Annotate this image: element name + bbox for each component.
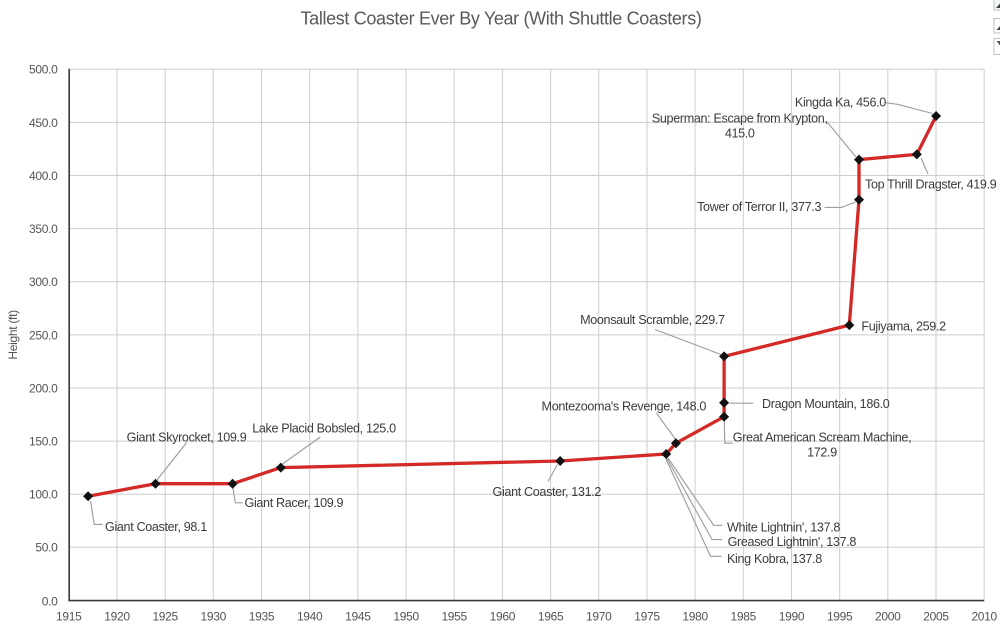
svg-text:1960: 1960	[490, 610, 516, 624]
svg-text:Giant Coaster, 98.1: Giant Coaster, 98.1	[105, 520, 207, 534]
svg-text:200.0: 200.0	[29, 381, 58, 395]
svg-text:1955: 1955	[441, 610, 467, 624]
svg-text:Lake Placid Bobsled, 125.0: Lake Placid Bobsled, 125.0	[252, 421, 396, 435]
svg-text:2000: 2000	[875, 610, 901, 624]
svg-text:415.0: 415.0	[725, 127, 755, 141]
svg-text:1975: 1975	[634, 610, 660, 624]
svg-text:1980: 1980	[682, 610, 708, 624]
svg-text:450.0: 450.0	[29, 116, 58, 130]
svg-text:Montezooma's Revenge, 148.0: Montezooma's Revenge, 148.0	[542, 399, 707, 413]
svg-text:White Lightnin', 137.8: White Lightnin', 137.8	[727, 520, 840, 534]
svg-text:1990: 1990	[779, 610, 805, 624]
svg-text:50.0: 50.0	[35, 541, 58, 555]
svg-text:Superman: Escape from Krypton,: Superman: Escape from Krypton,	[652, 112, 828, 126]
svg-text:1930: 1930	[201, 610, 227, 624]
svg-text:Giant Skyrocket, 109.9: Giant Skyrocket, 109.9	[127, 430, 247, 444]
svg-text:Dragon Mountain, 186.0: Dragon Mountain, 186.0	[762, 397, 890, 411]
svg-text:Greased Lightnin', 137.8: Greased Lightnin', 137.8	[728, 535, 857, 549]
svg-text:Giant Racer, 109.9: Giant Racer, 109.9	[245, 496, 344, 510]
svg-text:172.9: 172.9	[807, 445, 837, 459]
svg-text:King Kobra, 137.8: King Kobra, 137.8	[727, 552, 822, 566]
svg-text:1965: 1965	[538, 610, 564, 624]
svg-text:1995: 1995	[827, 610, 853, 624]
svg-text:1920: 1920	[104, 610, 130, 624]
svg-text:400.0: 400.0	[29, 169, 58, 183]
svg-text:1970: 1970	[586, 610, 612, 624]
svg-text:Fujiyama, 259.2: Fujiyama, 259.2	[861, 319, 946, 333]
svg-text:Tower of Terror II, 377.3: Tower of Terror II, 377.3	[697, 200, 821, 214]
svg-text:Moonsault Scramble, 229.7: Moonsault Scramble, 229.7	[580, 313, 725, 327]
svg-text:1915: 1915	[56, 610, 82, 624]
svg-text:1940: 1940	[297, 610, 323, 624]
svg-text:2010: 2010	[971, 610, 997, 624]
svg-text:1945: 1945	[345, 610, 371, 624]
svg-text:500.0: 500.0	[29, 63, 58, 77]
svg-text:Height (ft): Height (ft)	[6, 310, 20, 360]
svg-text:Kingda Ka, 456.0: Kingda Ka, 456.0	[795, 96, 886, 110]
svg-text:Top Thrill Dragster, 419.9: Top Thrill Dragster, 419.9	[865, 177, 997, 191]
svg-text:250.0: 250.0	[29, 328, 58, 342]
svg-text:100.0: 100.0	[29, 488, 58, 502]
svg-text:1950: 1950	[393, 610, 419, 624]
svg-text:300.0: 300.0	[29, 275, 58, 289]
svg-text:Tallest Coaster Ever By Year (: Tallest Coaster Ever By Year (With Shutt…	[301, 8, 702, 28]
svg-text:Great American Scream Machine,: Great American Scream Machine,	[733, 430, 911, 444]
svg-text:150.0: 150.0	[29, 435, 58, 449]
svg-text:350.0: 350.0	[29, 222, 58, 236]
svg-text:1935: 1935	[249, 610, 275, 624]
svg-text:1925: 1925	[152, 610, 178, 624]
svg-text:0.0: 0.0	[42, 594, 58, 608]
svg-text:Giant Coaster, 131.2: Giant Coaster, 131.2	[493, 485, 602, 499]
svg-text:1985: 1985	[731, 610, 757, 624]
svg-text:2005: 2005	[923, 610, 949, 624]
